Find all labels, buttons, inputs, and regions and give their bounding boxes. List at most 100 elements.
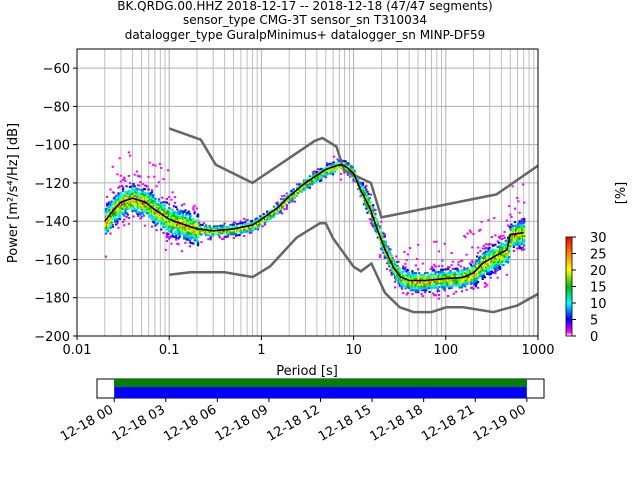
histogram-cell (115, 202, 118, 205)
histogram-cell (471, 261, 474, 264)
histogram-cell (411, 270, 414, 273)
histogram-cell (520, 241, 523, 244)
histogram-cell (470, 283, 473, 286)
histogram-cell (226, 233, 230, 236)
histogram-cell (457, 261, 460, 264)
histogram-cell (498, 260, 502, 263)
histogram-cell (513, 242, 517, 245)
histogram-cell (359, 185, 362, 188)
histogram-cell (154, 205, 157, 208)
histogram-cell (472, 287, 475, 290)
histogram-cell (288, 201, 291, 204)
histogram-cell (464, 279, 467, 282)
histogram-cell (433, 277, 436, 280)
histogram-cell (338, 165, 341, 168)
histogram-cell (173, 222, 177, 225)
histogram-cell (197, 242, 200, 245)
noise-models (168, 127, 539, 314)
histogram-cell (483, 247, 487, 250)
histogram-cell (105, 215, 109, 218)
histogram-cell (156, 208, 159, 211)
histogram-cell (124, 197, 127, 200)
histogram-cell (194, 231, 197, 234)
histogram-cell (404, 266, 407, 269)
histogram-cell (402, 292, 405, 295)
histogram-cell (425, 283, 428, 286)
histogram-cell (108, 216, 111, 219)
histogram-cell (171, 225, 174, 228)
histogram-cell (345, 165, 348, 167)
histogram-cell (176, 216, 179, 218)
histogram-cell (458, 273, 461, 276)
histogram-cell (194, 220, 197, 223)
histogram-cell (117, 196, 120, 199)
histogram-cell (520, 237, 523, 240)
histogram-cell (457, 279, 460, 282)
histogram-cell (448, 285, 451, 288)
histogram-cell (452, 275, 455, 278)
histogram-cell (490, 262, 493, 265)
histogram-cell (520, 235, 523, 238)
histogram-cell (134, 210, 137, 213)
histogram-cell (123, 218, 126, 221)
histogram-cell (139, 175, 142, 178)
histogram-cell (508, 205, 511, 208)
histogram-cell (488, 246, 491, 249)
histogram-cell (402, 282, 405, 285)
histogram-cell (518, 230, 521, 232)
histogram-cell (505, 252, 508, 255)
histogram-cell (194, 224, 197, 227)
histogram-cell (434, 273, 437, 276)
histogram-cell (494, 260, 497, 263)
histogram-cell (362, 191, 366, 194)
histogram-cell (471, 265, 474, 268)
histogram-cell (515, 228, 518, 231)
histogram-cell (199, 225, 202, 228)
histogram-cell (512, 238, 515, 241)
histogram-cell (400, 283, 404, 286)
histogram-cell (396, 264, 399, 267)
histogram-cell (155, 185, 158, 188)
histogram-cell (398, 268, 401, 270)
histogram-cell (450, 264, 453, 267)
histogram-cell (149, 211, 152, 214)
histogram-cell (246, 219, 249, 221)
histogram-cell (396, 274, 399, 277)
title-line-datalogger: datalogger_type GuralpMinimus+ datalogge… (125, 28, 486, 42)
histogram-cell (258, 221, 261, 224)
histogram-cell (414, 272, 417, 275)
histogram-cell (447, 275, 450, 278)
histogram-cell (426, 275, 429, 278)
histogram-cell (512, 246, 515, 249)
histogram-cell (178, 234, 181, 237)
histogram-cell (135, 208, 139, 211)
histogram-cell (240, 227, 243, 230)
histogram-cell (382, 247, 385, 250)
histogram-cell (382, 251, 385, 254)
histogram-cell (496, 276, 499, 279)
histogram-cell (500, 244, 503, 247)
histogram-cell (185, 232, 188, 235)
histogram-cell (222, 237, 225, 240)
histogram-cell (511, 227, 514, 230)
histogram-cell (110, 200, 113, 203)
histogram-cell (411, 285, 414, 288)
histogram-cell (489, 251, 492, 254)
histogram-cell (472, 270, 475, 273)
histogram-cell (130, 202, 133, 205)
histogram-cell (474, 281, 477, 284)
histogram-cell (226, 235, 230, 238)
histogram-cell (488, 252, 491, 255)
histogram-cell (330, 171, 333, 174)
histogram-cell (183, 210, 186, 213)
histogram-cell (422, 274, 425, 276)
histogram-cell (281, 195, 284, 198)
histogram-cell (170, 217, 173, 220)
histogram-cell (389, 252, 392, 255)
histogram-cell (366, 190, 369, 193)
histogram-cell (216, 230, 219, 233)
histogram-cell (117, 217, 120, 220)
histogram-cell (517, 239, 520, 242)
histogram-cell (153, 212, 156, 215)
histogram-cell (115, 204, 118, 207)
